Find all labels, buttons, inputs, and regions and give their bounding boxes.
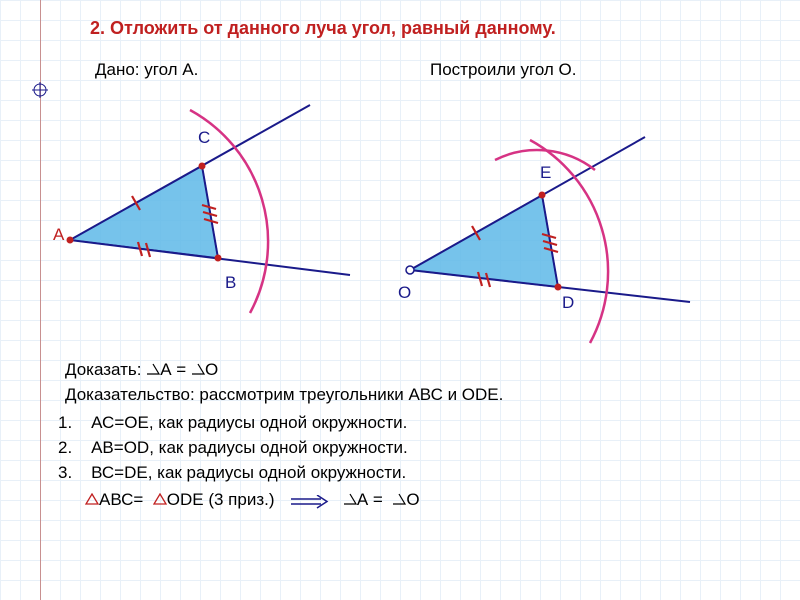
- proof-title: Доказать: А = О: [65, 360, 218, 380]
- conclusion-o: О: [406, 490, 419, 509]
- proof-item-2: 2. АВ=ОD, как радиусы одной окружности.: [58, 438, 408, 458]
- label-D: D: [562, 293, 574, 313]
- conclusion-ode: ОDЕ (3 приз.): [167, 490, 275, 509]
- item-text: АВ=ОD, как радиусы одной окружности.: [91, 438, 408, 457]
- implies-icon: [289, 494, 329, 508]
- proof-angle-O: О: [205, 360, 218, 379]
- problem-title: 2. Отложить от данного луча угол, равный…: [90, 18, 556, 39]
- conclusion-abc: АВС=: [99, 490, 143, 509]
- proof-item-1: 1. АС=ОЕ, как радиусы одной окружности.: [58, 413, 407, 433]
- given-right: Построили угол О.: [430, 60, 577, 80]
- angle-icon: [146, 360, 160, 372]
- label-B: В: [225, 273, 236, 293]
- triangle-icon: [85, 490, 99, 502]
- label-E: Е: [540, 163, 551, 183]
- angle-icon: [392, 490, 406, 502]
- geometry-svg: [0, 95, 800, 355]
- item-number: 3.: [58, 463, 72, 482]
- item-text: АС=ОЕ, как радиусы одной окружности.: [91, 413, 407, 432]
- angle-icon: [343, 490, 357, 502]
- angle-icon: [191, 360, 205, 372]
- proof-line2: Доказательство: рассмотрим треугольники …: [65, 385, 503, 405]
- conclusion-line: АВС= ОDЕ (3 приз.) А = О: [85, 490, 420, 510]
- item-number: 1.: [58, 413, 72, 432]
- proof-title-text: Доказать:: [65, 360, 141, 379]
- proof-item-3: 3. ВС=DЕ, как радиусы одной окружности.: [58, 463, 406, 483]
- label-A: А: [53, 225, 64, 245]
- diagram-area: [0, 95, 800, 355]
- label-O: О: [398, 283, 411, 303]
- label-C: С: [198, 128, 210, 148]
- given-left: Дано: угол А.: [95, 60, 198, 80]
- conclusion-a: А =: [357, 490, 383, 509]
- triangle-icon: [153, 490, 167, 502]
- item-number: 2.: [58, 438, 72, 457]
- item-text: ВС=DЕ, как радиусы одной окружности.: [91, 463, 406, 482]
- proof-angle-A: А =: [160, 360, 186, 379]
